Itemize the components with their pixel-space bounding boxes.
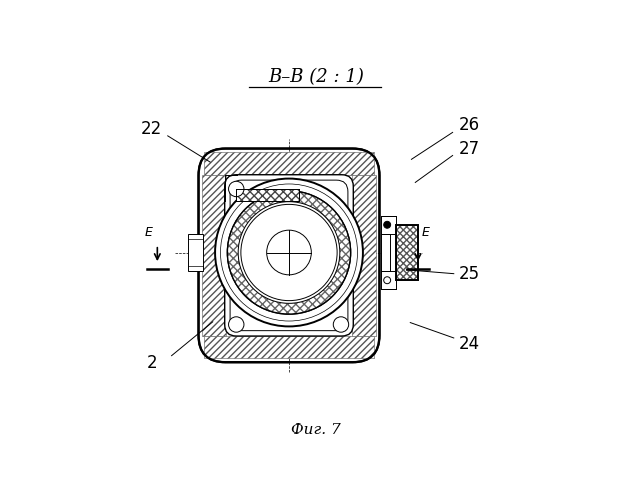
Bar xyxy=(236,189,299,200)
Text: 27: 27 xyxy=(459,140,480,158)
Circle shape xyxy=(227,191,351,314)
Text: Фиг. 7: Фиг. 7 xyxy=(291,424,341,438)
Circle shape xyxy=(241,204,337,300)
FancyBboxPatch shape xyxy=(225,174,353,336)
Text: 24: 24 xyxy=(459,335,480,353)
Circle shape xyxy=(228,317,244,332)
Bar xyxy=(352,174,376,336)
Text: 22: 22 xyxy=(141,120,162,138)
Bar xyxy=(396,225,418,280)
Text: 2: 2 xyxy=(147,354,158,372)
Text: E: E xyxy=(145,226,153,239)
Circle shape xyxy=(266,230,311,275)
Circle shape xyxy=(384,277,391,283)
Circle shape xyxy=(384,222,391,228)
Text: E: E xyxy=(422,226,429,239)
Circle shape xyxy=(228,182,244,196)
Text: 26: 26 xyxy=(459,116,480,134)
Circle shape xyxy=(333,317,349,332)
Bar xyxy=(188,234,203,271)
Bar xyxy=(381,216,396,289)
Text: В–В (2 : 1): В–В (2 : 1) xyxy=(268,68,364,86)
Wedge shape xyxy=(227,191,351,314)
Circle shape xyxy=(238,202,340,304)
FancyBboxPatch shape xyxy=(198,148,379,362)
Bar xyxy=(396,225,418,280)
Bar xyxy=(204,336,374,358)
Bar xyxy=(381,234,390,271)
Bar xyxy=(204,152,374,174)
Text: 25: 25 xyxy=(459,264,480,282)
Circle shape xyxy=(215,178,363,326)
FancyBboxPatch shape xyxy=(230,180,348,330)
Bar xyxy=(202,174,227,336)
